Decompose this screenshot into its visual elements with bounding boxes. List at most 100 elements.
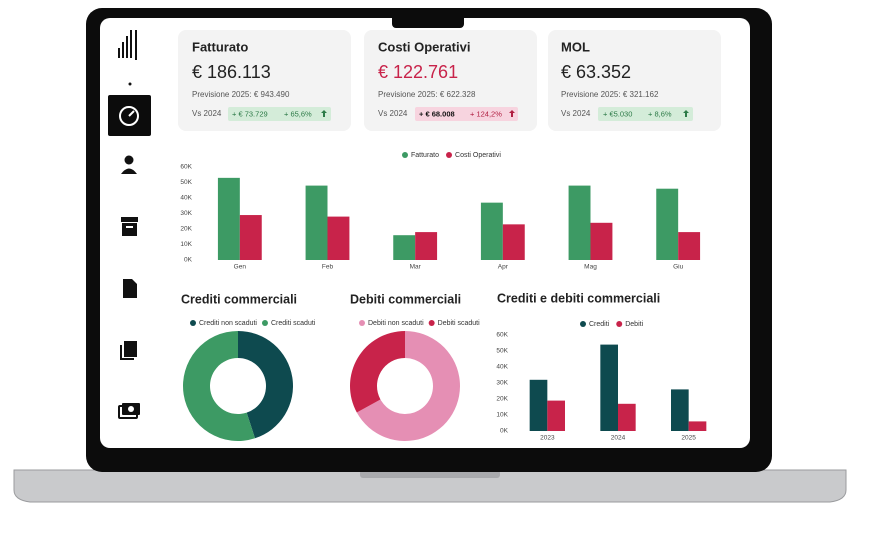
legend-swatch [580,321,586,327]
legend-label: Fatturato [411,152,439,159]
y-tick-label: 30K [180,210,192,217]
donut-segment [350,331,405,413]
x-tick-label: Giu [673,264,684,271]
card-delta-pct: + 8,6% [648,109,672,118]
chart-title: Crediti e debiti commerciali [497,291,660,305]
kpi-card: Costi Operativi € 122.761 Previsione 202… [364,30,537,131]
card-bg [178,30,351,131]
x-tick-label: 2025 [681,435,696,442]
legend-label: Debiti scaduti [438,320,480,327]
card-value: € 186.113 [192,62,271,82]
legend-swatch [616,321,623,327]
legend-swatch [446,152,453,158]
arrow-up [509,110,515,117]
legend-swatch [402,152,408,158]
kpi-card: MOL € 63.352 Previsione 2025: € 321.162 … [548,30,721,131]
card-value: € 63.352 [561,62,631,82]
arrow-up [683,110,689,117]
bar [618,403,636,431]
bar [688,421,707,431]
card-title: Fatturato [192,39,248,54]
y-tick-label: 40K [496,364,508,371]
nav-user[interactable] [121,155,137,175]
x-tick-label: 2024 [611,435,626,442]
legend-swatch [261,320,268,326]
nav-document[interactable] [123,279,137,298]
card-delta: + € 73.729 [232,109,268,118]
bar [656,188,679,260]
bar [590,222,613,260]
legend-label: Crediti scaduti [271,320,316,327]
y-tick-label: 60K [180,164,192,171]
card-delta: + €5.030 [603,109,632,118]
card-compare: Vs 2024 [378,109,408,118]
x-tick-label: 2023 [540,435,555,442]
bar [547,400,565,431]
bar [327,216,350,260]
donut-segment [356,331,460,441]
y-tick-label: 20K [496,396,508,403]
x-tick-label: Feb [322,264,334,271]
kpi-card: Fatturato € 186.113 Previsione 2025: € 9… [178,30,351,131]
card-bg [364,30,537,131]
card-forecast: Previsione 2025: € 943.490 [192,90,290,99]
card-delta-pct: + 124,2% [470,109,502,118]
card-forecast: Previsione 2025: € 321.162 [561,90,659,99]
y-tick-label: 0K [500,428,509,435]
x-tick-label: Mar [410,264,422,271]
delta-badge [598,107,693,121]
y-tick-label: 40K [180,195,192,202]
nav-copies[interactable] [120,341,137,360]
legend-label: Debiti [625,321,643,328]
bar [415,232,438,260]
card-compare: Vs 2024 [192,109,222,118]
chart-title: Debiti commerciali [350,292,461,306]
bar [600,344,618,431]
bar [678,232,701,260]
y-tick-label: 50K [180,179,192,186]
card-bg [548,30,721,131]
bar [568,185,591,260]
card-delta: + € 68.008 [419,109,455,118]
bar [671,389,689,431]
legend-swatch [428,320,435,326]
y-tick-label: 10K [180,241,192,248]
donut-segment [238,331,293,439]
card-forecast: Previsione 2025: € 622.328 [378,90,476,99]
nav-archive[interactable] [121,217,138,236]
bar [305,185,328,260]
card-compare: Vs 2024 [561,109,591,118]
camera-notch [392,14,464,28]
card-value: € 122.761 [378,62,458,82]
x-tick-label: Mag [584,264,597,271]
bar [393,235,416,260]
legend-label: Costi Operativi [455,152,501,159]
icon-gauge [119,106,139,126]
x-tick-label: Apr [498,264,509,271]
bar [502,224,525,260]
bar [217,177,240,260]
arrow-up [321,110,327,117]
x-tick-label: Gen [234,264,247,271]
nav-money[interactable] [118,403,140,419]
y-tick-label: 50K [496,348,508,355]
sidebar [108,30,151,419]
icon-gauge-needle [128,110,135,117]
legend-swatch [359,320,365,326]
card-delta-pct: + 65,6% [284,109,312,118]
y-tick-label: 30K [496,380,508,387]
legend-label: Crediti [589,321,610,328]
delta-badge [228,107,331,121]
logo [118,30,137,86]
laptop-base [13,469,847,503]
chart-title: Crediti commerciali [181,292,297,306]
y-tick-label: 60K [496,332,508,339]
bar [480,202,503,260]
y-tick-label: 10K [496,412,508,419]
legend-label: Debiti non scaduti [368,320,424,327]
legend-swatch [190,320,196,326]
bar [529,379,548,431]
delta-badge [415,107,518,121]
y-tick-label: 0K [184,257,193,264]
